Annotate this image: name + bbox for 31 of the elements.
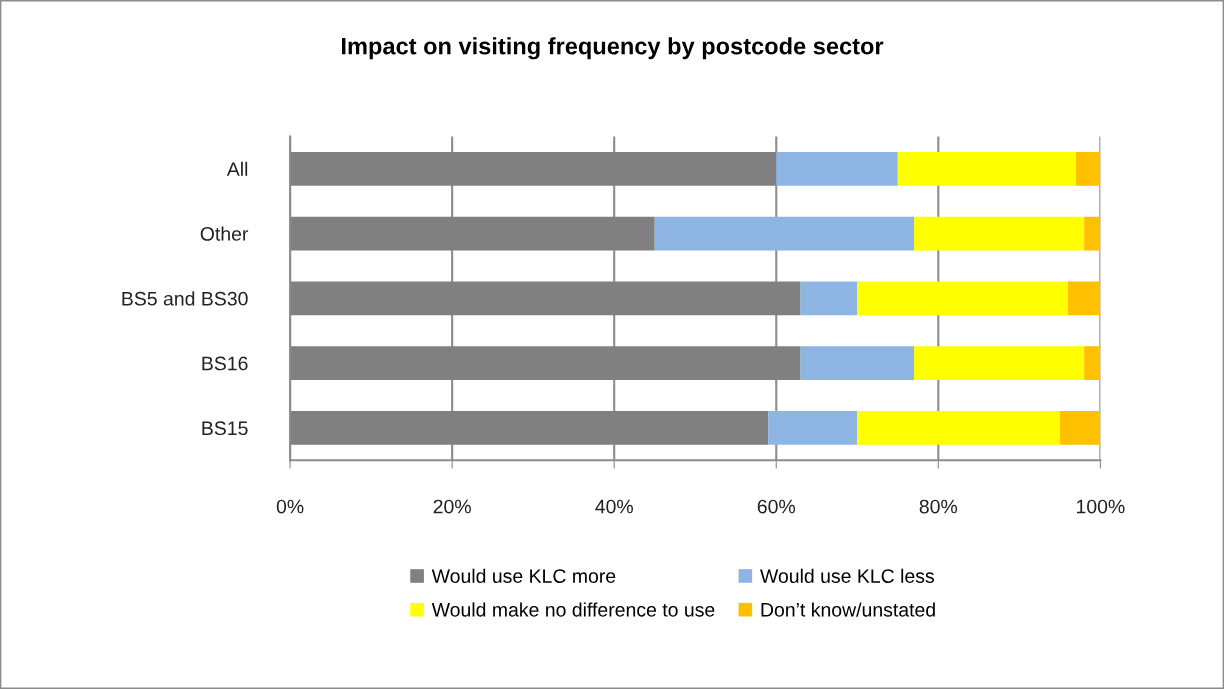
bar (857, 281, 1068, 316)
y-tick-label: Other (200, 226, 249, 241)
bar (1067, 281, 1101, 316)
x-tick-label: 100% (1076, 499, 1125, 514)
bar (1059, 411, 1101, 445)
x-tick-label: 40% (595, 499, 633, 514)
y-tick-label: BS16 (202, 356, 248, 371)
x-tick-label: 60% (757, 499, 796, 514)
legend-label: Don’t know/unstated (761, 602, 935, 617)
legend-label: Would use KLC more (431, 568, 616, 583)
bar (800, 346, 915, 380)
legend-label: Would use KLC less (760, 568, 934, 583)
y-tick-label: BS15 (202, 421, 248, 436)
x-tick-label: 80% (919, 499, 958, 514)
bar (1084, 346, 1101, 380)
bar (914, 216, 1085, 251)
bar (768, 411, 858, 445)
bar (897, 151, 1077, 186)
bar (654, 216, 915, 251)
bar (857, 411, 1060, 445)
bar (776, 151, 898, 186)
chart-title: Impact on visiting frequency by postcode sector (342, 37, 884, 60)
y-tick-label: BS5 and BS30 (122, 291, 248, 306)
x-tick-label: 20% (433, 499, 471, 514)
y-tick-label: All (226, 161, 248, 176)
legend-label: Would make no difference to use (431, 602, 715, 617)
bar (1084, 216, 1101, 251)
x-tick-label: 0% (276, 499, 304, 514)
bar (1076, 151, 1101, 186)
bar (800, 281, 858, 316)
bar (914, 346, 1085, 380)
